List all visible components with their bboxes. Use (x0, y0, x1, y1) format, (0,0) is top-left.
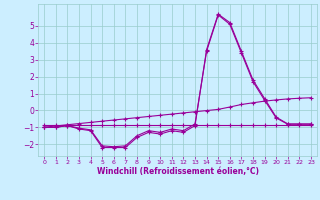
X-axis label: Windchill (Refroidissement éolien,°C): Windchill (Refroidissement éolien,°C) (97, 167, 259, 176)
